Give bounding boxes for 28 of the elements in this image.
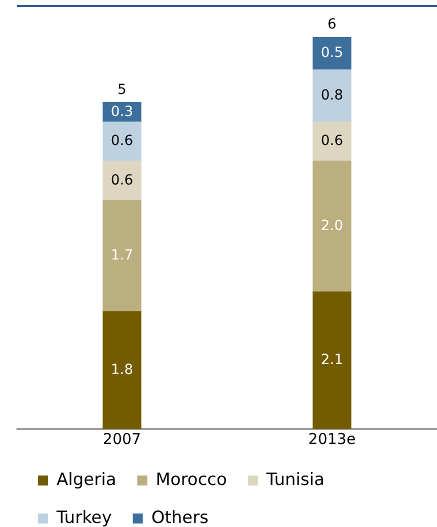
x-tick-label: 2007 (102, 430, 142, 448)
total-label: 6 (328, 16, 337, 33)
data-label: 2.0 (320, 218, 344, 234)
legend-label: Tunisia (265, 470, 324, 490)
bar (312, 122, 352, 162)
total-label: 5 (118, 82, 126, 98)
x-tick-label: 2013e (308, 430, 356, 448)
data-label: 0.8 (320, 87, 344, 104)
legend-label: Others (151, 508, 209, 527)
data-label: 0.6 (320, 133, 344, 150)
data-label: 2.1 (320, 352, 344, 368)
bar (102, 311, 142, 429)
bar (102, 160, 142, 201)
bar (102, 200, 142, 312)
bar (312, 160, 352, 292)
data-label: 0.6 (110, 172, 134, 188)
data-label: 0.3 (110, 104, 134, 120)
legend-label: Morocco (156, 470, 227, 490)
legend-label: Algeria (56, 470, 116, 490)
bar (312, 69, 352, 122)
data-label: 1.7 (110, 248, 134, 264)
bar (312, 37, 352, 70)
data-label: 0.5 (320, 44, 344, 61)
legend-label: Turkey (56, 508, 112, 527)
data-label: 0.6 (110, 133, 134, 150)
bar (312, 291, 352, 429)
bar (102, 122, 142, 162)
data-label: 1.8 (110, 362, 134, 378)
